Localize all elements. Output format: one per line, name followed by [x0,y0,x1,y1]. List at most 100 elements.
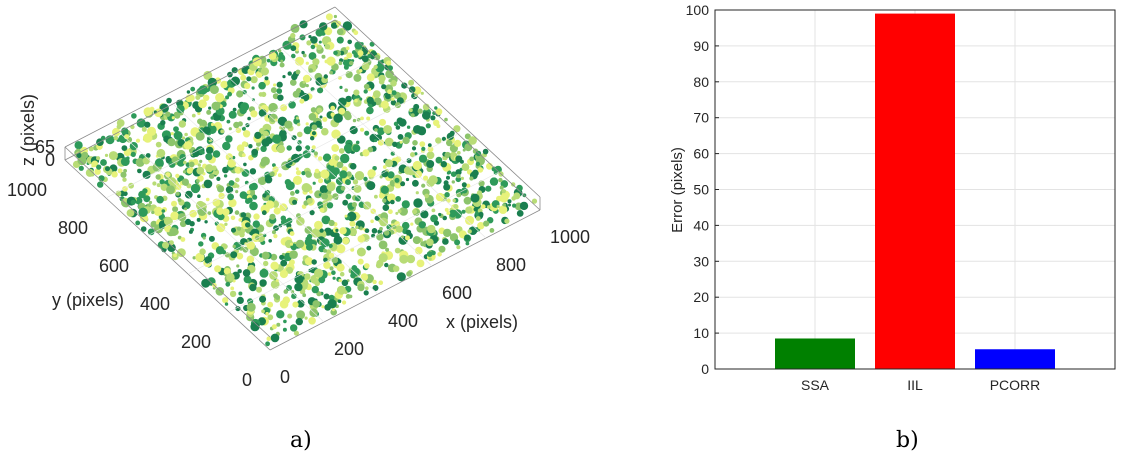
scatter-point [81,151,89,159]
scatter-point [312,181,316,185]
scatter-point [184,132,188,137]
scatter-point [412,236,421,245]
scatter-point [197,111,201,116]
scatter-point [446,171,450,175]
scatter-point [357,214,361,218]
scatter-point [138,207,148,217]
scatter-point [278,49,282,53]
box-edges [64,6,541,351]
scatter-point [352,144,361,153]
scatter-point [467,229,472,234]
scatter-point [295,317,303,326]
scatter-point [394,177,400,183]
scatter-point [236,226,242,231]
scatter-point [345,95,352,103]
scatter-point [292,175,303,185]
y-tick-label: 30 [693,253,709,269]
z-tick-label: 0 [45,150,55,170]
scatter-point [156,195,164,204]
scatter-point [183,141,193,150]
scatter-point [198,99,207,109]
scatter-point [312,300,321,308]
scatter-point [295,69,301,75]
scatter-point [304,316,308,320]
scatter-point [177,213,187,222]
grid-line [280,47,487,239]
scatter-point [261,91,267,97]
scatter-point [235,177,240,183]
scatter-point [329,70,333,75]
scatter-point [286,222,292,229]
panel-caption-a: a) [290,428,312,453]
scatter-point [385,69,394,79]
scatter-point [511,203,517,208]
scatter-point [410,222,414,226]
scatter-point [271,230,277,235]
scatter-point [144,121,151,128]
scatter-point [455,169,462,176]
scatter-point [265,341,270,347]
scatter-point [338,278,343,283]
scatter-point [252,220,260,228]
scatter-point [126,156,130,160]
x-tick-label: 0 [280,367,290,387]
scatter-point [262,193,267,198]
scatter-point [323,257,328,263]
box-edge [334,6,541,198]
scatter-point [292,90,300,98]
scatter-point [311,285,319,294]
scatter-point [140,226,147,232]
scatter-point [337,299,342,304]
scatter-point [243,162,247,167]
scatter-point [303,126,312,135]
bar-pcorr [975,349,1055,369]
scatter-point [311,131,317,136]
scatter-point [235,190,239,194]
scatter-point [277,94,284,101]
scatter-point [212,150,221,158]
scatter-point [256,141,261,147]
scatter-point [260,160,267,167]
scatter-point [295,239,305,249]
scatter-point [159,179,165,185]
scatter-point [412,140,418,146]
scatter-point [293,117,300,125]
scatter-point [342,21,353,31]
scatter-point [305,84,309,88]
scatter-point [426,151,435,160]
scatter-point [412,209,418,215]
scatter-point [446,198,451,203]
scatter-point [408,86,416,93]
scatter-point [162,241,169,249]
scatter-point [236,90,244,98]
scatter-point [208,235,215,242]
scatter-point [76,152,82,158]
scatter-point [268,51,277,60]
scatter-point [339,170,348,179]
scatter-point [244,82,251,90]
scatter-point [316,107,323,114]
scatter-point [326,56,336,66]
scatter-point [405,229,412,236]
scatter-point [264,76,269,81]
scatter-point [176,104,185,114]
scatter-point [301,50,305,55]
scatter-point [142,170,151,179]
scatter-point [282,75,286,79]
scatter-point [304,226,313,234]
scatter-point [338,61,343,66]
scatter-point [205,153,213,161]
scatter-point [427,143,432,148]
scatter-point [436,124,441,129]
scatter-point [434,106,438,110]
scatter-point [359,226,363,230]
scatter-point [379,118,386,126]
scatter-point [446,139,453,147]
scatter-point [377,127,385,136]
scatter-point [203,94,210,102]
scatter-point [293,330,299,336]
scatter-point [330,112,335,117]
scatter-point [215,287,225,296]
scatter-point [248,183,256,191]
scatter-point [380,185,389,194]
